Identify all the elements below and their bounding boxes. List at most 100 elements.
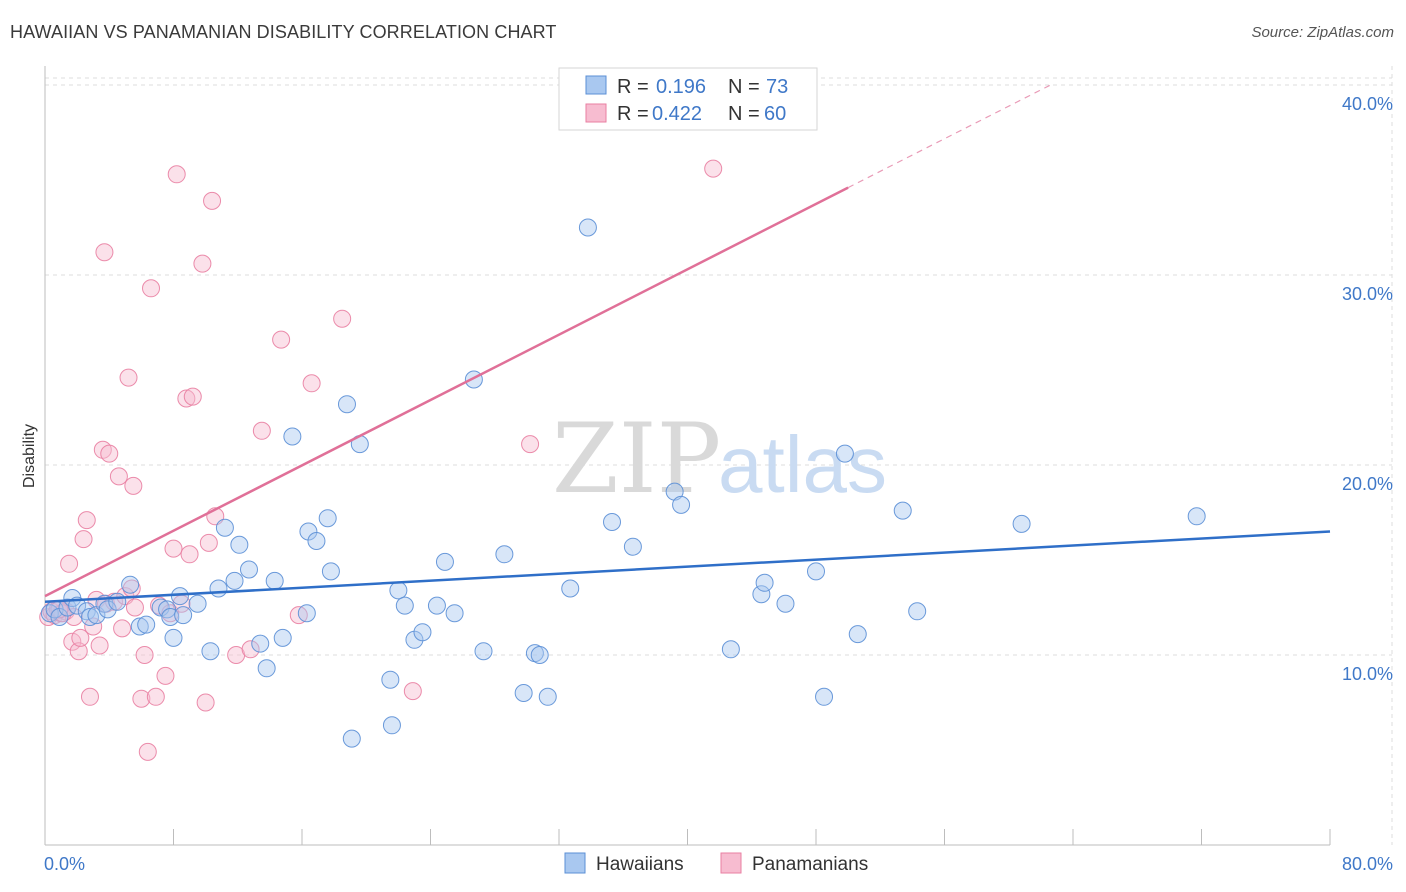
panamanians-point-31 [138,742,157,761]
x-tick-label-1: 80.0% [1342,854,1393,874]
hawaiians-point-64 [752,585,771,604]
legend: R = 0.196 N = 73 R = 0.422 N = 60 [558,67,818,131]
hawaiians-point-21 [188,594,207,613]
hawaiians-point-30 [265,571,284,590]
y-tick-labels: 10.0% 20.0% 30.0% 40.0% [1342,94,1393,684]
hawaiians-point-68 [815,687,834,706]
watermark-atlas: atlas [718,420,887,509]
hawaiians-point-25 [225,571,244,590]
legend-swatch-panamanians [585,103,607,123]
bottom-legend: Hawaiians Panamanians [564,852,868,875]
legend-r-value-hawaiians: 0.196 [656,76,706,98]
hawaiians-point-58 [578,218,597,237]
hawaiians-point-39 [342,729,361,748]
bottom-legend-label-panamanians: Panamanians [752,854,868,875]
panamanians-point-29 [132,689,151,708]
panamanians-point-9 [69,642,88,661]
hawaiians-point-23 [209,579,228,598]
hawaiians-point-10 [98,600,117,619]
panamanians-point-45 [199,533,218,552]
panamanians-point-33 [146,687,165,706]
panamanians-point-12 [77,511,96,530]
hawaiians-point-32 [283,427,302,446]
hawaiians-point-67 [807,562,825,581]
panamanians-trend-line [44,186,849,598]
watermark-zip: ZIP [552,403,721,515]
hawaiians-point-56 [538,687,557,706]
panamanians-point-11 [74,530,93,549]
legend-r-value-panamanians: 0.422 [652,103,702,125]
x-tick-labels: 0.0% 80.0% [44,854,1393,874]
hawaiians-point-28 [251,634,270,653]
legend-swatch-hawaiians [585,75,607,95]
panamanians-point-37 [164,539,183,558]
hawaiians-point-36 [318,509,337,528]
hawaiians-point-19 [170,587,189,606]
hawaiians-point-38 [337,395,356,414]
panamanians-point-14 [84,617,103,636]
hawaiians-points [40,218,1206,748]
hawaiians-point-24 [215,518,234,537]
hawaiians-point-22 [201,642,220,661]
legend-n-label-panamanians: N = [728,103,760,125]
hawaiians-point-31 [273,628,292,647]
hawaiians-point-33 [297,604,316,623]
panamanians-point-43 [193,254,212,273]
panamanians-point-50 [252,421,271,440]
hawaiians-point-51 [474,642,493,661]
hawaiians-point-69 [835,444,854,463]
hawaiians-point-73 [1012,514,1031,533]
hawaiians-trend-line [44,530,1331,604]
hawaiians-point-52 [495,545,514,564]
hawaiians-point-43 [389,581,408,600]
panamanians-point-56 [521,435,540,454]
y-tick-label-3: 40.0% [1342,94,1393,114]
hawaiians-point-20 [174,606,193,625]
hawaiians-point-53 [514,684,533,702]
panamanians-point-16 [90,636,109,655]
hawaiians-point-35 [307,532,326,550]
panamanians-point-57 [704,159,723,178]
panamanians-point-30 [135,646,154,664]
panamanians-point-51 [272,330,291,349]
hawaiians-point-74 [1187,507,1206,526]
panamanians-point-55 [403,682,422,701]
legend-n-value-panamanians: 60 [764,103,786,125]
legend-r-label-panamanians: R = [617,103,649,125]
panamanians-point-18 [95,243,114,262]
panamanians-point-41 [180,545,199,564]
y-tick-label-1: 20.0% [1342,474,1393,494]
panamanians-point-53 [302,374,321,393]
y-tick-label-0: 10.0% [1342,664,1393,684]
legend-n-label-hawaiians: N = [728,76,760,98]
panamanians-point-28 [125,598,144,617]
hawaiians-point-27 [239,560,258,579]
hawaiians-point-18 [164,628,183,647]
hawaiians-point-29 [257,659,276,678]
hawaiians-point-65 [755,573,774,592]
hawaiians-point-59 [603,513,622,531]
hawaiians-point-6 [77,602,96,621]
hawaiians-point-66 [776,594,795,613]
hawaiians-point-37 [321,562,340,581]
hawaiians-point-12 [121,575,140,594]
hawaiians-point-13 [130,617,149,636]
panamanians-point-46 [203,191,222,210]
panamanians-point-20 [100,444,119,463]
panamanians-point-32 [142,279,161,298]
bottom-legend-swatch-hawaiians [564,852,586,874]
hawaiians-point-11 [108,592,127,611]
hawaiians-point-26 [230,535,249,554]
hawaiians-point-60 [623,537,642,556]
panamanians-point-25 [119,368,138,387]
panamanians-point-44 [196,693,215,712]
panamanians-point-6 [60,554,79,573]
panamanians-point-38 [167,165,186,184]
source-credit: Source: ZipAtlas.com [1251,24,1394,41]
hawaiians-point-46 [413,623,432,642]
hawaiians-point-41 [381,670,400,689]
y-axis-label: Disability [21,424,38,488]
panamanians-point-35 [156,666,175,685]
hawaiians-point-72 [908,602,927,621]
